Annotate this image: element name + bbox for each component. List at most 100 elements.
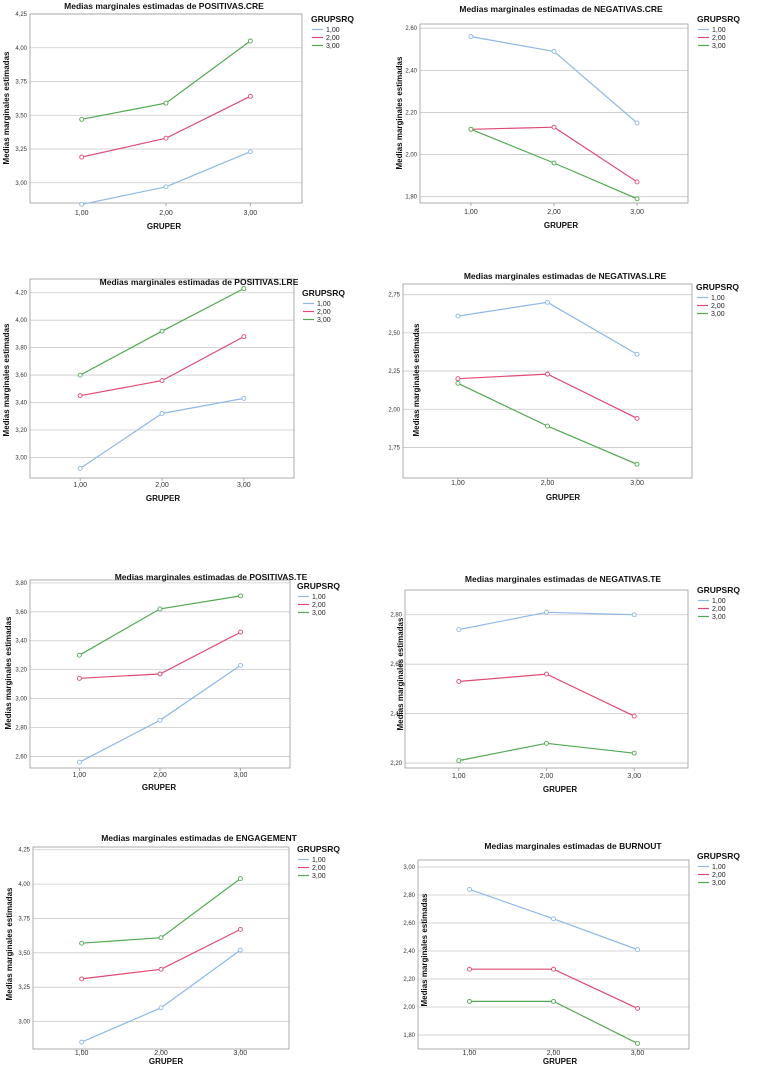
legend-entry: 2,00 [712,606,726,613]
data-point [247,93,253,99]
data-point [634,179,640,185]
legend-title: GRUPSRQ [697,851,740,861]
y-axis-label: Medias marginales estimadas [2,323,11,436]
data-point [545,371,550,377]
y-tick-label: 1,75 [388,445,400,451]
y-tick-label: 3,25 [15,147,27,153]
data-point [634,196,640,202]
x-axis-label: GRUPER [147,222,181,231]
data-point [634,351,640,357]
data-point [467,886,472,892]
x-tick-label: 2,00 [154,1050,168,1057]
data-point [241,286,247,292]
data-point [634,461,640,467]
y-tick-label: 4,20 [15,291,27,297]
x-tick-label: 2,00 [541,480,555,487]
data-point [77,393,83,399]
data-point [79,116,85,122]
data-point [551,916,556,922]
legend-entry: 2,00 [712,35,726,42]
legend-entry: 3,00 [712,614,726,621]
data-point [544,740,549,746]
chart-title: Medias marginales estimadas de BURNOUT [484,841,662,851]
y-axis-label: Medias marginales estimadas [395,56,404,169]
y-tick-label: 2,20 [403,977,415,983]
series-line-2,00 [79,631,241,679]
plot-frame [32,846,290,1050]
data-point [456,679,462,684]
data-point [468,126,474,132]
data-point [158,966,164,972]
legend-entry: 1,00 [711,295,725,302]
data-point [163,184,169,190]
legend-entry: 3,00 [312,610,326,617]
chart-panel-3: 3,003,203,403,603,804,004,201,00 2,00 3,00… [2,277,345,503]
y-tick-label: 3,40 [15,639,27,645]
data-point [634,120,640,126]
legend-entry: 2,00 [312,602,326,609]
data-point [631,750,637,756]
plot-frame [29,13,303,204]
data-point [551,124,557,130]
legend-title: GRUPSRQ [302,288,345,298]
data-point [76,675,82,681]
y-tick-label: 3,20 [15,428,27,434]
chart-panel-5: 2,602,803,003,203,403,603,801,00 2,00 3,00… [4,572,340,792]
data-point [551,48,557,54]
y-axis-label: Medias marginales estimadas [2,51,11,164]
x-axis-label: GRUPER [149,1057,183,1066]
series-line-3,00 [469,1000,638,1044]
y-axis-label: Medias marginales estimadas [5,887,14,1000]
y-tick-label: 1,80 [405,195,417,201]
data-point [456,627,462,633]
x-tick-label: 3,00 [244,210,258,217]
x-tick-label: 3,00 [237,482,251,489]
y-tick-label: 2,80 [403,893,415,899]
legend: GRUPSRQ 1,002,003,00 [697,14,740,50]
x-tick-label: 3,00 [631,1050,645,1057]
y-tick-label: 3,60 [15,610,27,616]
data-point [467,966,472,972]
series-line-3,00 [458,742,635,762]
y-tick-label: 3,40 [15,401,27,407]
y-tick-label: 2,80 [15,726,27,732]
y-tick-label: 3,25 [18,985,30,991]
y-tick-label: 3,00 [403,865,415,871]
y-tick-label: 3,60 [15,373,27,379]
y-tick-label: 4,00 [15,318,27,324]
legend-entry: 3,00 [312,873,326,880]
y-tick-label: 4,25 [15,12,27,18]
data-point [79,1039,85,1045]
y-tick-label: 2,25 [388,369,400,375]
legend-entry: 2,00 [712,872,726,879]
data-point [79,976,85,982]
data-point [467,998,472,1004]
data-point [79,940,85,946]
data-point [79,154,85,160]
chart-panel-1: 3,003,253,503,754,004,251,00 2,00 3,00Medi… [2,1,354,231]
y-axis-label: Medias marginales estimadas [4,616,13,729]
legend: GRUPSRQ 1,002,003,00 [297,581,340,617]
y-tick-label: 3,00 [15,181,27,187]
y-tick-label: 4,25 [18,848,30,854]
data-point [159,328,165,334]
data-point [247,38,253,44]
legend: GRUPSRQ 1,002,003,00 [297,844,340,880]
data-point [551,160,557,166]
legend-entry: 2,00 [711,303,725,310]
y-tick-label: 2,75 [388,293,400,299]
x-tick-label: 1,00 [75,210,89,217]
y-axis-label: Medias marginales estimadas [412,323,421,436]
chart-title: Medias marginales estimadas de ENGAGEMEN… [101,833,297,843]
x-axis-label: GRUPER [546,493,580,502]
legend: GRUPSRQ 1,002,003,00 [302,288,345,324]
data-point [545,423,550,429]
legend-title: GRUPSRQ [311,14,354,24]
data-point [76,652,82,658]
chart-panel-8: 1,802,002,202,402,602,803,001,00 2,00 3,00… [403,841,740,1066]
data-point [544,671,549,677]
y-tick-label: 3,50 [18,951,30,957]
legend-entry: 1,00 [712,598,726,605]
